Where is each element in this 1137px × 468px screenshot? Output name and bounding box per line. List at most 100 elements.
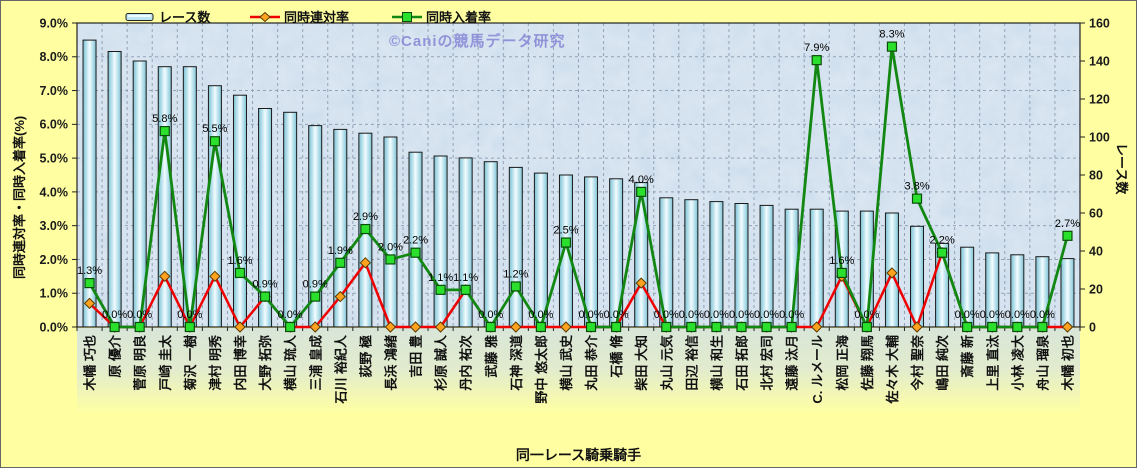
x-tick-label: 今村 聖奈	[910, 334, 925, 392]
marker-square	[410, 247, 421, 258]
marker-square	[535, 321, 546, 333]
x-tick-label: 丹内 祐次	[459, 335, 474, 391]
marker-diamond	[510, 321, 522, 333]
marker-diamond	[359, 257, 372, 269]
y-tick-label-left: 4.0%	[40, 185, 69, 199]
value-label: 5.8%	[152, 113, 177, 125]
y-tick-label-right: 160	[1089, 16, 1110, 30]
x-tick-label: 杉原 誠人	[434, 334, 449, 391]
x-tick-label: 菅原 明良	[133, 335, 148, 391]
bar	[207, 85, 222, 328]
y-tick-label-left: 5.0%	[40, 151, 69, 165]
marker-square	[460, 284, 471, 295]
bar	[383, 136, 398, 328]
x-tick-label: 内田 博幸	[233, 335, 248, 391]
x-tick-label: 小林 凌大	[1010, 335, 1025, 391]
value-label: 0.0%	[102, 309, 127, 321]
x-tick-label: 丸田 恭介	[584, 334, 599, 392]
marker-square	[1012, 321, 1023, 333]
marker-square	[861, 321, 872, 333]
y-tick-label-right: 60	[1089, 206, 1103, 220]
red-line-diamond-swatch-icon	[250, 11, 280, 22]
marker-square	[686, 321, 697, 333]
marker-diamond	[409, 321, 422, 333]
marker-diamond	[209, 270, 221, 283]
marker-square	[936, 247, 948, 258]
marker-square	[285, 321, 296, 333]
marker-square	[209, 136, 221, 147]
x-tick-label: 柴田 大知	[634, 335, 649, 392]
value-label: 1.1%	[453, 272, 478, 284]
value-label: 1.1%	[428, 272, 453, 284]
y-tick-label-left: 3.0%	[40, 219, 69, 233]
y-tick-label-left: 2.0%	[40, 253, 69, 267]
y-tick-label-left: 6.0%	[40, 118, 69, 132]
x-tick-label: 佐々木 大輔	[885, 335, 900, 405]
x-tick-label: 武藤 雅	[484, 335, 499, 378]
x-tick-label: 大野 拓弥	[258, 335, 273, 391]
x-tick-label: 松岡 正海	[835, 335, 850, 391]
value-label: 0.0%	[679, 309, 704, 321]
bar	[508, 166, 523, 328]
marker-square	[761, 321, 772, 333]
value-label: 0.0%	[578, 309, 603, 321]
marker-square	[310, 291, 321, 302]
legend-label-races: レース数	[159, 10, 211, 25]
watermark: ©Caniの競馬データ研究	[389, 33, 566, 50]
x-label-band	[77, 328, 1080, 432]
value-label: 0.0%	[754, 309, 779, 321]
bar	[283, 111, 298, 328]
x-tick-label: 上里 直汰	[985, 334, 1000, 391]
marker-diamond	[434, 321, 447, 333]
marker-diamond	[635, 277, 647, 289]
marker-diamond	[159, 270, 171, 283]
marker-square	[736, 321, 747, 333]
marker-square	[786, 321, 797, 333]
legend-label-nyuchaku: 同時入着率	[426, 10, 492, 25]
x-tick-label: 横山 琉人	[283, 334, 298, 391]
y-tick-label-left: 0.0%	[40, 320, 69, 334]
value-label: 2.2%	[930, 235, 955, 247]
x-tick-label: 野中 悠太郎	[534, 335, 549, 404]
x-tick-label: 遠藤 汰月	[785, 335, 800, 391]
y-tick-label-right: 120	[1089, 92, 1110, 106]
value-label: 0.0%	[704, 309, 729, 321]
x-tick-label: 横山 和生	[709, 335, 724, 391]
y-tick-label-left: 8.0%	[40, 50, 69, 64]
value-label: 0.0%	[729, 309, 754, 321]
marker-diamond	[234, 321, 246, 333]
marker-square	[711, 321, 722, 333]
y-tick-label-right: 140	[1089, 54, 1110, 68]
x-tick-label: 斎藤 新	[960, 335, 975, 378]
marker-square	[259, 291, 271, 302]
bar	[584, 176, 599, 328]
x-tick-label: 三浦 皇成	[308, 335, 323, 391]
value-label: 2.5%	[553, 225, 578, 237]
y-tick-label-right: 100	[1089, 130, 1110, 144]
marker-square	[636, 186, 647, 197]
value-label: 1.6%	[227, 255, 252, 267]
value-label: 0.0%	[1030, 309, 1055, 321]
marker-square	[661, 321, 672, 333]
marker-square	[159, 125, 170, 137]
bar	[533, 172, 548, 328]
bar	[232, 94, 247, 328]
legend-item-nyuchaku: 同時入着率	[392, 7, 491, 26]
marker-square	[1062, 230, 1073, 241]
x-tick-label: 嶋田 純次	[935, 335, 950, 391]
bar-swatch-icon	[125, 12, 154, 21]
value-label: 0.0%	[980, 309, 1005, 321]
x-tick-label: 佐藤 翔馬	[860, 335, 875, 392]
value-label: 7.9%	[804, 42, 829, 54]
marker-square	[560, 237, 572, 248]
x-tick-label: 荻野 極	[358, 335, 373, 378]
marker-diamond	[560, 321, 572, 333]
x-tick-label: 丸山 元気	[659, 335, 674, 392]
x-tick-label: 木幡 巧也	[83, 335, 98, 392]
x-tick-label: 石田 拓郎	[735, 335, 750, 392]
marker-diamond	[83, 297, 96, 310]
y-tick-label-right: 80	[1089, 168, 1103, 182]
marker-diamond	[911, 321, 923, 333]
x-tick-label: 田辺 裕信	[684, 335, 699, 391]
